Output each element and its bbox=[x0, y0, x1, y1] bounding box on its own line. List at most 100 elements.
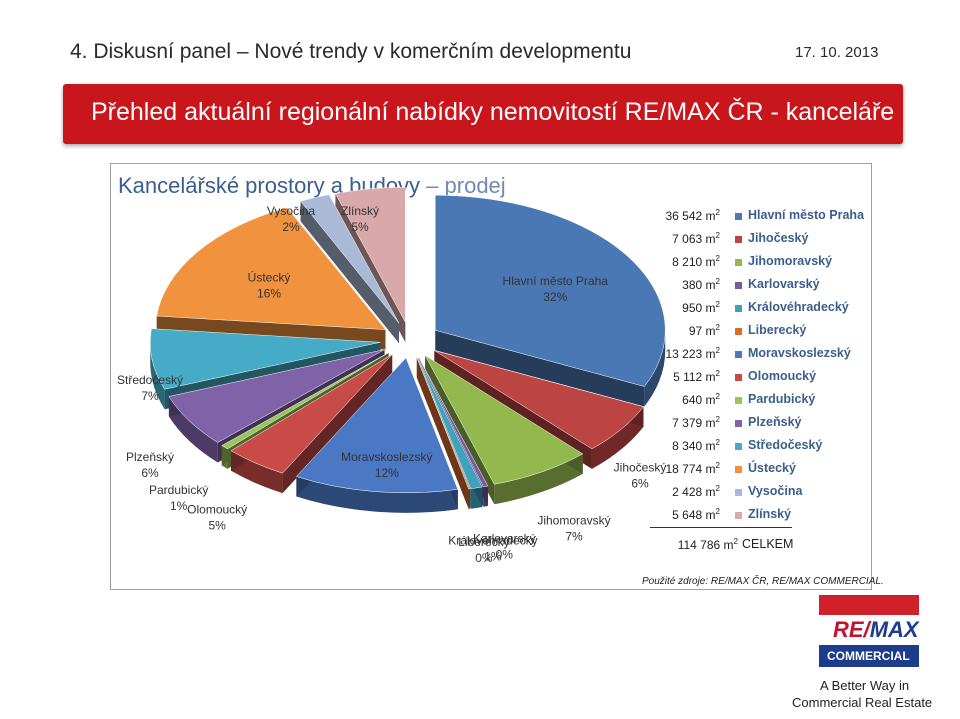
legend-name: Středočeský bbox=[748, 438, 823, 452]
pie-data-label: Hlavní město Praha 32% bbox=[503, 274, 609, 304]
pie-slice bbox=[156, 207, 387, 350]
legend-area-value: 18 774 bbox=[665, 462, 703, 476]
total-unit: m2 bbox=[720, 537, 738, 552]
pie-data-label: Karlovarský 0% bbox=[473, 532, 536, 562]
legend-area-value: 640 bbox=[682, 393, 703, 407]
source-note: Použité zdroje: RE/MAX ČR, RE/MAX COMMER… bbox=[642, 576, 884, 587]
pie-data-label: Jihomoravský 7% bbox=[537, 514, 610, 544]
legend-area: 5 648 m2 bbox=[672, 507, 720, 522]
legend-area: 950 m2 bbox=[682, 300, 720, 315]
slide-date: 17. 10. 2013 bbox=[795, 44, 879, 61]
pie-data-label: Ústecký 16% bbox=[248, 269, 291, 300]
legend-area-unit: m2 bbox=[702, 415, 720, 430]
pie-slice-top bbox=[335, 186, 406, 323]
legend-area-unit: m2 bbox=[702, 208, 720, 223]
logo-sub-text: COMMERCIAL bbox=[827, 649, 910, 663]
legend-area-unit: m2 bbox=[702, 231, 720, 246]
legend-name: Karlovarský bbox=[748, 277, 820, 291]
legend-area: 18 774 m2 bbox=[666, 461, 721, 476]
logo-red-band bbox=[819, 595, 919, 615]
legend-swatch bbox=[735, 420, 742, 427]
pie-slice bbox=[295, 357, 459, 513]
legend-name: Moravskoslezský bbox=[748, 346, 851, 360]
tagline-line2: Commercial Real Estate bbox=[792, 695, 933, 710]
title-banner: Přehled aktuální regionální nabídky nemo… bbox=[63, 84, 903, 144]
legend-swatch bbox=[735, 282, 742, 289]
legend-area: 640 m2 bbox=[682, 392, 720, 407]
legend-swatch bbox=[735, 512, 742, 519]
total-label: CELKEM bbox=[742, 537, 794, 551]
pie-slice bbox=[416, 357, 471, 510]
pie-data-label: Jihočeský 6% bbox=[614, 460, 667, 490]
pie-data-label: Liberecký 0% bbox=[458, 535, 509, 565]
pie-data-label: Vysočina 2% bbox=[267, 204, 316, 234]
pie-slice-top bbox=[300, 194, 400, 324]
pie-slice-top bbox=[230, 354, 393, 474]
logo-white-band: RE/MAX bbox=[819, 615, 919, 645]
pie-slice-side bbox=[644, 330, 666, 407]
legend-area: 8 210 m2 bbox=[672, 254, 720, 269]
legend-item: 7 063 m2 Jihočeský bbox=[640, 229, 870, 251]
legend-area: 36 542 m2 bbox=[666, 208, 721, 223]
legend-area-value: 7 379 bbox=[672, 416, 703, 430]
legend-area-value: 97 bbox=[688, 324, 703, 338]
pie-slice-cut bbox=[300, 201, 399, 344]
pie-slice-cut bbox=[416, 357, 469, 510]
legend-name: Plzeňský bbox=[748, 415, 802, 429]
legend-area: 5 112 m2 bbox=[673, 369, 720, 384]
pie-slice-top bbox=[221, 352, 389, 450]
pie-slice bbox=[434, 195, 666, 407]
legend-name: Pardubický bbox=[748, 392, 816, 406]
legend-name: Hlavní město Praha bbox=[748, 208, 865, 222]
logo-brand-b: MAX bbox=[869, 617, 919, 642]
legend-area-unit: m2 bbox=[702, 254, 720, 269]
legend-area: 7 063 m2 bbox=[672, 231, 720, 246]
legend-area-value: 13 223 bbox=[665, 347, 703, 361]
legend-item: 950 m2 Královéhradecký bbox=[640, 298, 870, 320]
pie-data-label: Olomoucký 5% bbox=[187, 502, 247, 532]
legend-name: Olomoucký bbox=[748, 369, 817, 383]
legend-area-unit: m2 bbox=[702, 484, 720, 499]
legend-item: 5 112 m2 Olomoucký bbox=[640, 367, 870, 389]
banner-text: Přehled aktuální regionální nabídky nemo… bbox=[91, 98, 895, 126]
pie-slice-cut bbox=[435, 330, 645, 407]
pie-data-label: Středočeský 7% bbox=[117, 373, 183, 403]
logo-brand-text: RE/MAX bbox=[833, 617, 919, 643]
pie-slice-top bbox=[434, 195, 666, 387]
legend-swatch bbox=[735, 236, 742, 243]
legend-swatch bbox=[735, 351, 742, 358]
legend-area: 7 379 m2 bbox=[672, 415, 720, 430]
pie-slice-top bbox=[416, 357, 471, 490]
legend-swatch bbox=[735, 259, 742, 266]
total-value: 114 786 m2 bbox=[640, 537, 738, 552]
legend-name: Zlínský bbox=[748, 507, 792, 521]
legend-name: Ústecký bbox=[748, 461, 796, 475]
legend-name: Královéhradecký bbox=[748, 300, 849, 314]
pie-slice bbox=[230, 354, 393, 494]
legend-item: 13 223 m2 Moravskoslezský bbox=[640, 344, 870, 366]
legend-area-value: 8 210 bbox=[672, 255, 703, 269]
pie-data-label: Pardubický 1% bbox=[149, 483, 208, 513]
pie-slice-top bbox=[417, 357, 483, 490]
pie-data-label: Moravskoslezský 12% bbox=[341, 450, 432, 480]
legend-swatch bbox=[735, 213, 742, 220]
legend-area-value: 8 340 bbox=[672, 439, 703, 453]
legend-swatch bbox=[735, 466, 742, 473]
pie-slice-top bbox=[156, 207, 387, 330]
pie-slice-top bbox=[149, 328, 381, 390]
legend-area-unit: m2 bbox=[702, 461, 720, 476]
legend-area: 380 m2 bbox=[682, 277, 720, 292]
legend-swatch bbox=[735, 397, 742, 404]
legend-area-value: 5 648 bbox=[672, 508, 703, 522]
pie-slice bbox=[300, 194, 400, 344]
legend-item: 7 379 m2 Plzeňský bbox=[640, 413, 870, 435]
total-divider bbox=[650, 527, 792, 528]
legend-item: 380 m2 Karlovarský bbox=[640, 275, 870, 297]
pie-data-label: Královéhradecký 1% bbox=[448, 533, 537, 563]
legend-area-value: 36 542 bbox=[665, 209, 703, 223]
pie-data-label: Zlínský 5% bbox=[341, 204, 379, 234]
legend-area: 97 m2 bbox=[689, 323, 720, 338]
legend-area-value: 5 112 bbox=[673, 370, 703, 384]
legend-name: Liberecký bbox=[748, 323, 807, 337]
pie-slice-side bbox=[296, 476, 458, 513]
